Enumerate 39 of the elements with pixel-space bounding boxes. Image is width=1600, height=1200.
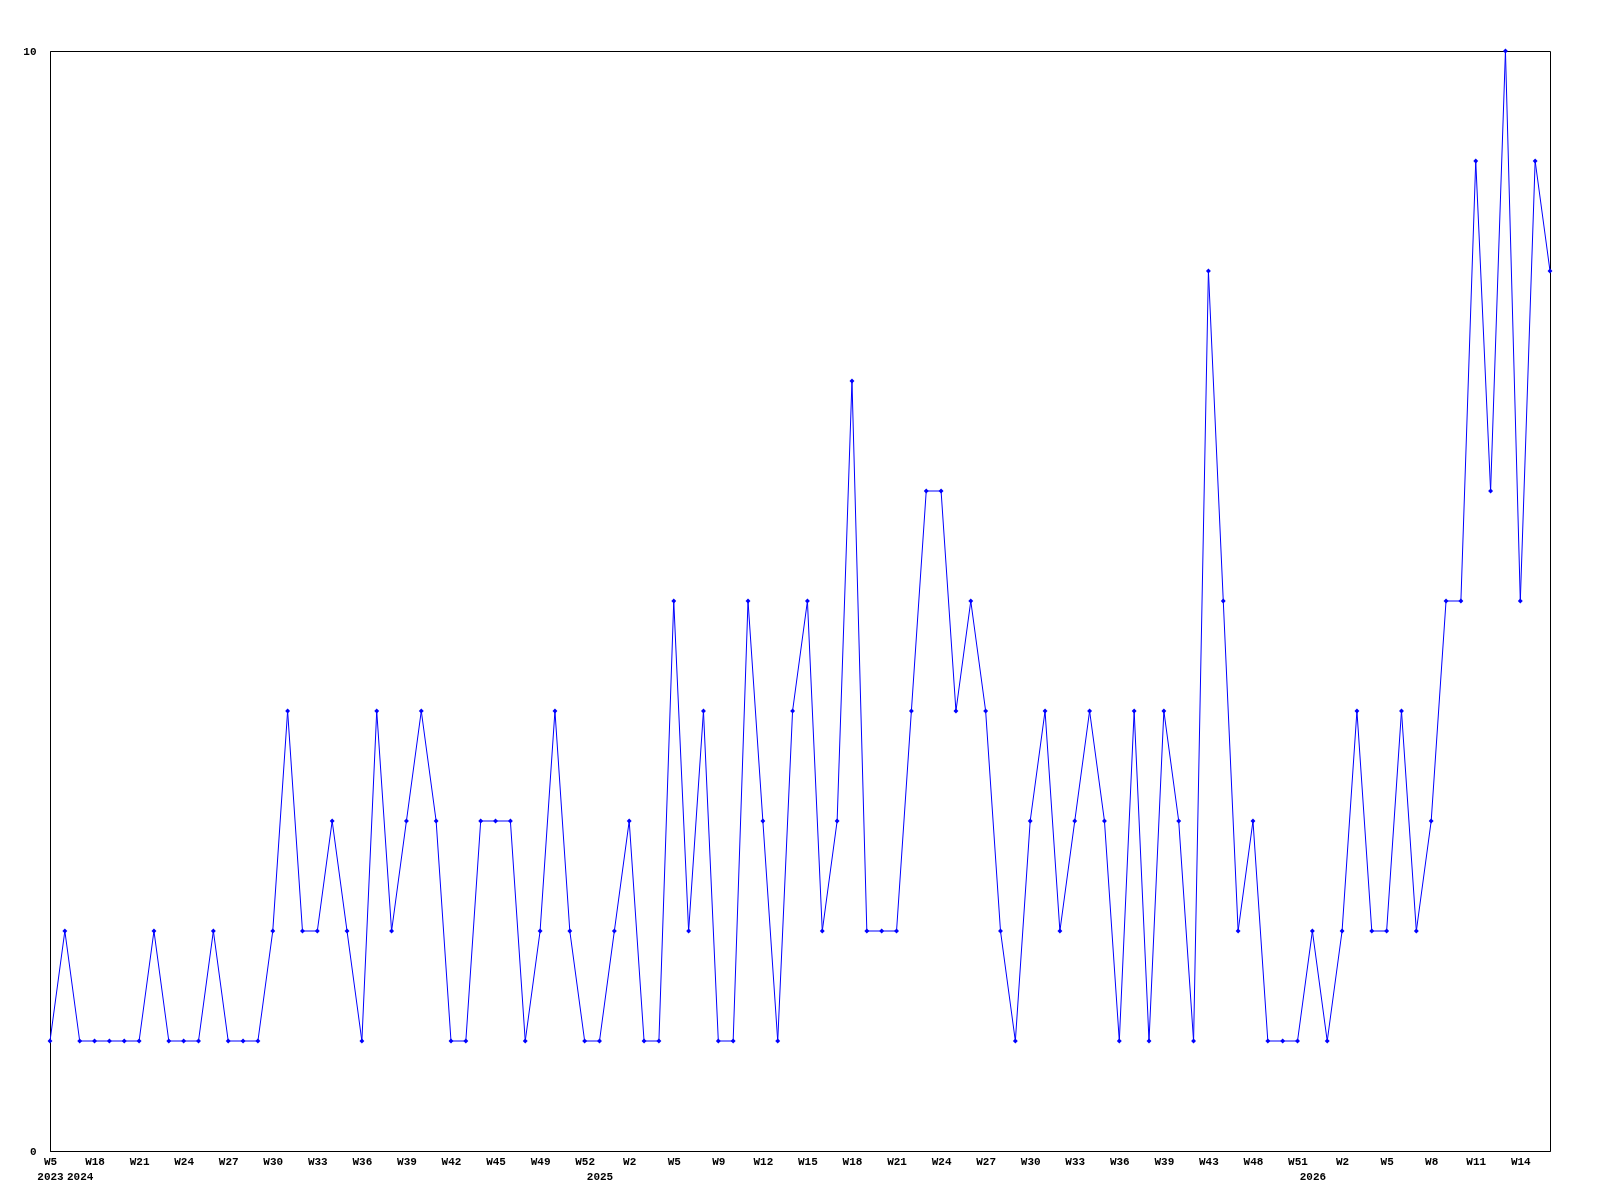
x-tick-label: W9: [712, 1155, 726, 1168]
x-tick-label: W18: [842, 1155, 863, 1168]
y-tick-label: 10: [23, 45, 37, 58]
x-tick-label: W52: [575, 1155, 596, 1168]
y-tick-label: 0: [29, 1145, 37, 1158]
x-tick-label: 2025: [586, 1170, 614, 1183]
x-tick-label: W27: [218, 1155, 239, 1168]
x-tick-label: W39: [397, 1155, 417, 1168]
x-tick-label: W21: [887, 1155, 908, 1168]
x-tick-label: W30: [263, 1155, 284, 1168]
x-tick-label: W33: [1065, 1155, 1086, 1168]
x-tick-label: W5 2023: [37, 1155, 65, 1183]
x-tick-label: W39: [1154, 1155, 1175, 1168]
x-tick-label: W45: [486, 1155, 507, 1168]
x-tick-label: W33: [307, 1155, 329, 1168]
x-tick-label: W48: [1243, 1155, 1264, 1168]
x-tick-label: 2026: [1299, 1170, 1327, 1183]
x-tick-label: W24: [931, 1155, 952, 1168]
x-tick-label: W51: [1288, 1155, 1309, 1168]
x-tick-label: W5: [667, 1155, 682, 1168]
x-tick-label: W49: [530, 1155, 551, 1168]
x-tick-label: W36: [352, 1155, 373, 1168]
x-tick-label: W24: [174, 1155, 195, 1168]
x-tick-label: W43: [1199, 1155, 1220, 1168]
x-tick-label: W21: [129, 1155, 150, 1168]
x-tick-label: W8: [1425, 1155, 1439, 1168]
x-tick-label: W42: [441, 1155, 462, 1168]
x-tick-label: W5: [1380, 1155, 1395, 1168]
x-tick-label: W30: [1020, 1155, 1041, 1168]
x-tick-label: W15: [798, 1155, 819, 1168]
x-tick-label: W27: [976, 1155, 997, 1168]
x-tick-label: W11: [1466, 1155, 1487, 1168]
x-tick-label: W18: [85, 1155, 106, 1168]
x-tick-label: W2: [623, 1155, 637, 1168]
x-tick-label: W36: [1109, 1155, 1130, 1168]
x-tick-label: W2: [1335, 1155, 1350, 1168]
x-tick-label: W14: [1510, 1155, 1532, 1168]
x-tick-label: W12: [753, 1155, 774, 1168]
x-tick-label: 2024: [67, 1170, 94, 1183]
